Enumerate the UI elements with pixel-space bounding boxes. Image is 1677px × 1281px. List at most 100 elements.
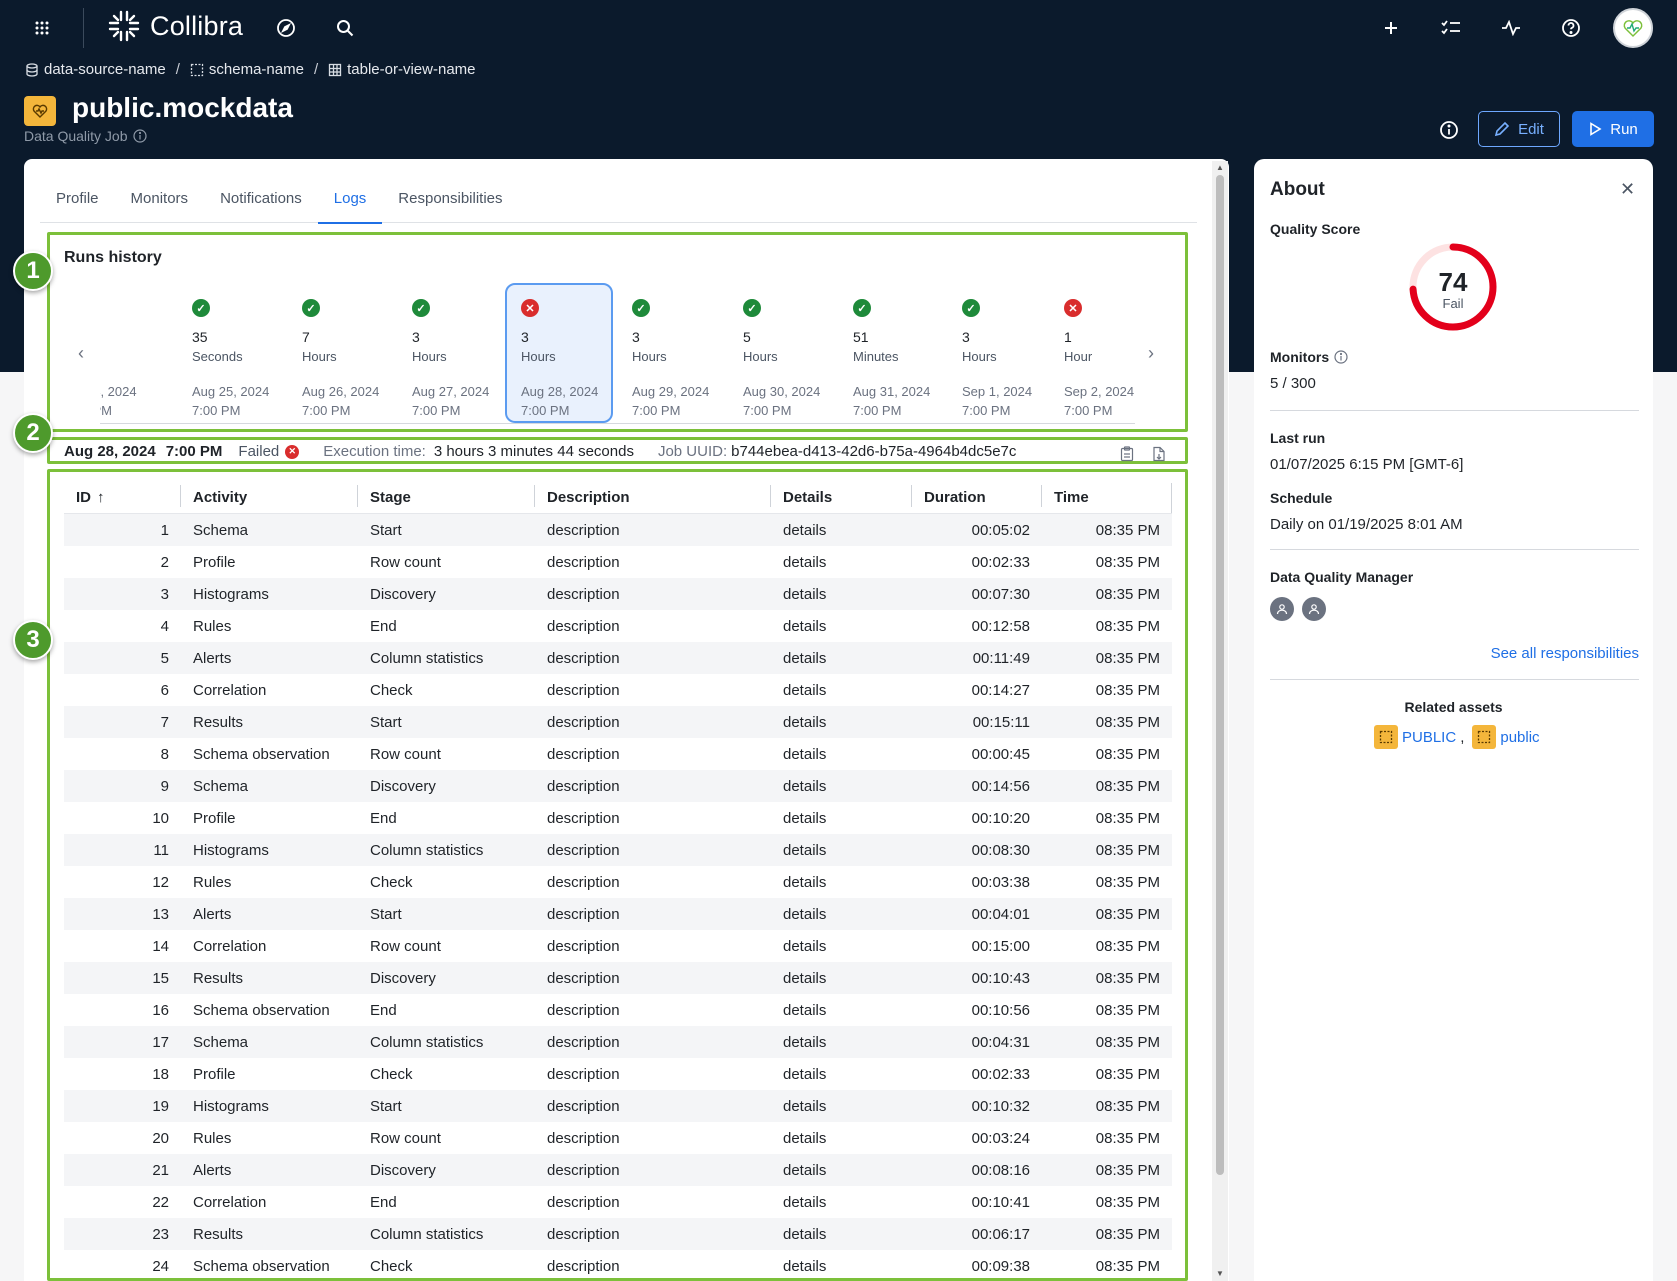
cell-id: 21	[152, 1161, 169, 1179]
run-item-partial[interactable]: rs 24, 2024 l PM	[100, 283, 170, 423]
table-row[interactable]: 23 Results Column statistics description det…	[64, 1218, 1172, 1250]
tab-profile[interactable]: Profile	[56, 190, 99, 207]
run-item[interactable]: ✕ 3 Hours Aug 28, 2024 7:00 PM	[505, 283, 613, 423]
person-icon[interactable]	[1270, 597, 1294, 621]
cell-description: description	[547, 1097, 620, 1115]
close-icon[interactable]: ✕	[1620, 179, 1636, 199]
run-item[interactable]: ✓ 5 Hours Aug 30, 2024 7:00 PM	[727, 283, 835, 423]
cell-description: description	[547, 681, 620, 699]
collibra-logo[interactable]: Collibra	[108, 10, 243, 42]
table-row[interactable]: 12 Rules Check description details 00:03:38 08…	[64, 866, 1172, 898]
info-icon[interactable]	[132, 129, 147, 143]
run-item[interactable]: ✓ 51 Minutes Aug 31, 2024 7:00 PM	[837, 283, 945, 423]
related-asset-link[interactable]: public	[1472, 725, 1540, 749]
edit-button[interactable]: Edit	[1478, 111, 1560, 147]
help-icon[interactable]	[1559, 16, 1583, 40]
tab-notifications[interactable]: Notifications	[220, 190, 302, 207]
table-row[interactable]: 24 Schema observation Check description deta…	[64, 1250, 1172, 1281]
breadcrumb-schema[interactable]: schema-name	[190, 61, 304, 78]
chevron-left-icon[interactable]: ‹	[78, 343, 84, 363]
cell-details: details	[783, 1097, 827, 1115]
run-item[interactable]: ✓ 3 Hours Aug 29, 2024 7:00 PM	[616, 283, 724, 423]
table-row[interactable]: 3 Histograms Discovery description details 00…	[64, 578, 1172, 610]
scroll-up-arrow[interactable]: ▲	[1216, 163, 1224, 172]
table-row[interactable]: 10 Profile End description details 00:10:20 08…	[64, 802, 1172, 834]
breadcrumb-table[interactable]: table-or-view-name	[328, 61, 476, 78]
table-row[interactable]: 13 Alerts Start description details 00:04:01 0…	[64, 898, 1172, 930]
clipboard-icon[interactable]	[1120, 446, 1136, 462]
table-row[interactable]: 15 Results Discovery description details 00:1…	[64, 962, 1172, 994]
user-avatar[interactable]	[1613, 8, 1653, 48]
column-header-details[interactable]: Details	[771, 483, 912, 513]
details-info-icon[interactable]	[1436, 117, 1462, 143]
cell-description: description	[547, 1065, 620, 1083]
last-run-value: 01/07/2025 6:15 PM [GMT-6]	[1270, 456, 1464, 473]
column-header-stage[interactable]: Stage	[358, 483, 535, 513]
run-button[interactable]: Run	[1572, 111, 1654, 147]
cell-id: 8	[160, 745, 169, 763]
search-icon[interactable]	[333, 16, 357, 40]
run-duration-value: 3	[962, 329, 970, 345]
column-header-description[interactable]: Description	[535, 483, 771, 513]
column-header-id[interactable]: ID ↑	[64, 483, 181, 513]
person-icon[interactable]	[1302, 597, 1326, 621]
cell-time: 08:35 PM	[1095, 1129, 1160, 1147]
table-row[interactable]: 6 Correlation Check description details 00:14…	[64, 674, 1172, 706]
check-circle-icon: ✓	[412, 299, 430, 317]
column-header-time[interactable]: Time	[1042, 483, 1172, 513]
highlight-runs-history	[47, 232, 1188, 432]
table-row[interactable]: 16 Schema observation End description detail…	[64, 994, 1172, 1026]
table-row[interactable]: 5 Alerts Column statistics description detai…	[64, 642, 1172, 674]
download-file-icon[interactable]	[1152, 446, 1168, 462]
table-row[interactable]: 19 Histograms Start description details 00:10…	[64, 1090, 1172, 1122]
summary-status: Failed ✕	[238, 443, 300, 460]
chevron-right-icon[interactable]: ›	[1148, 343, 1154, 363]
table-row[interactable]: 1 Schema Start description details 00:05:02 08…	[64, 514, 1172, 546]
column-header-activity[interactable]: Activity	[181, 483, 358, 513]
run-item[interactable]: ✓ 3 Hours Sep 1, 2024 7:00 PM	[946, 283, 1054, 423]
cell-description: description	[547, 585, 620, 603]
tab-responsibilities[interactable]: Responsibilities	[398, 190, 503, 207]
cell-details: details	[783, 809, 827, 827]
table-row[interactable]: 20 Rules Row count description details 00:03:…	[64, 1122, 1172, 1154]
cell-id: 22	[152, 1193, 169, 1211]
related-asset-link[interactable]: PUBLIC,	[1374, 725, 1464, 749]
table-row[interactable]: 8 Schema observation Row count description d…	[64, 738, 1172, 770]
info-icon[interactable]	[1334, 350, 1348, 364]
table-row[interactable]: 9 Schema Discovery description details 00:14:…	[64, 770, 1172, 802]
breadcrumb-label: schema-name	[208, 61, 304, 78]
table-row[interactable]: 7 Results Start description details 00:15:11 0…	[64, 706, 1172, 738]
cell-description: description	[547, 905, 620, 923]
table-row[interactable]: 17 Schema Column statistics description deta…	[64, 1026, 1172, 1058]
cell-activity: Profile	[193, 553, 236, 571]
activity-icon[interactable]	[1499, 16, 1523, 40]
apps-grid-icon[interactable]	[30, 16, 54, 40]
table-row[interactable]: 4 Rules End description details 00:12:58 08:35…	[64, 610, 1172, 642]
run-item[interactable]: ✓ 3 Hours Aug 27, 2024 7:00 PM	[396, 283, 504, 423]
table-row[interactable]: 11 Histograms Column statistics description…	[64, 834, 1172, 866]
main-scrollbar[interactable]: ▲ ▼	[1212, 161, 1228, 1281]
see-all-responsibilities-link[interactable]: See all responsibilities	[1490, 645, 1639, 662]
table-row[interactable]: 14 Correlation Row count description details…	[64, 930, 1172, 962]
tab-logs[interactable]: Logs	[317, 185, 383, 224]
scroll-down-arrow[interactable]: ▼	[1216, 1269, 1224, 1278]
breadcrumb-data-source[interactable]: data-source-name	[25, 61, 166, 78]
plus-icon[interactable]	[1379, 16, 1403, 40]
cell-activity: Results	[193, 713, 244, 731]
run-item[interactable]: ✓ 35 Seconds Aug 25, 2024 7:00 PM	[176, 283, 284, 423]
run-item[interactable]: ✕ 1 Hour Sep 2, 2024 7:00 PM	[1048, 283, 1135, 423]
tab-monitors[interactable]: Monitors	[130, 190, 189, 207]
cell-description: description	[547, 553, 620, 571]
table-row[interactable]: 18 Profile Check description details 00:02:33…	[64, 1058, 1172, 1090]
run-item[interactable]: ✓ 7 Hours Aug 26, 2024 7:00 PM	[286, 283, 394, 423]
table-row[interactable]: 22 Correlation End description details 00:10:…	[64, 1186, 1172, 1218]
table-row[interactable]: 2 Profile Row count description details 00:02…	[64, 546, 1172, 578]
run-date: Aug 31, 2024	[853, 384, 931, 399]
fail-icon: ✕	[285, 444, 300, 459]
table-row[interactable]: 21 Alerts Discovery description details 00:08…	[64, 1154, 1172, 1186]
column-header-duration[interactable]: Duration	[912, 483, 1042, 513]
header-corner	[1653, 159, 1677, 372]
scroll-thumb[interactable]	[1216, 175, 1224, 1175]
compass-icon[interactable]	[274, 16, 298, 40]
tasks-icon[interactable]	[1439, 16, 1463, 40]
